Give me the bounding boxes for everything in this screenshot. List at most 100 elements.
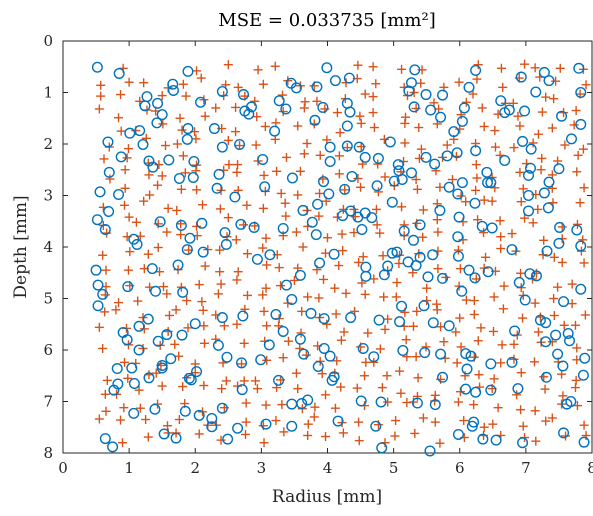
plus-marker — [353, 174, 363, 184]
circle-marker — [229, 191, 241, 203]
circle-marker — [378, 269, 390, 281]
plus-marker — [96, 80, 106, 90]
circle-marker — [460, 383, 472, 395]
x-tick-label: 0 — [58, 459, 68, 477]
plus-marker — [363, 328, 373, 338]
plus-marker — [139, 78, 149, 88]
circle-marker — [451, 147, 463, 159]
circle-marker — [575, 283, 587, 295]
plus-marker — [391, 416, 401, 426]
plus-marker — [293, 190, 303, 200]
circle-marker — [523, 169, 535, 181]
plus-marker — [259, 170, 269, 180]
plus-marker — [414, 249, 424, 259]
circle-marker — [115, 151, 127, 163]
plus-marker — [94, 104, 104, 114]
plus-marker — [120, 165, 130, 175]
circle-marker — [460, 348, 472, 360]
x-tick-label: 4 — [323, 459, 333, 477]
circle-marker — [259, 181, 271, 193]
plus-marker — [170, 339, 180, 349]
plus-marker — [360, 371, 370, 381]
circle-marker — [173, 173, 185, 185]
circle-marker — [470, 64, 482, 76]
circle-marker — [448, 126, 460, 138]
circle-marker — [318, 342, 330, 354]
plus-marker — [453, 245, 463, 255]
plus-marker — [172, 139, 182, 149]
plus-marker — [535, 312, 545, 322]
circle-marker — [216, 85, 228, 97]
circle-marker — [134, 125, 146, 137]
circle-marker — [208, 123, 220, 135]
plus-marker — [162, 289, 172, 299]
plus-marker — [520, 213, 530, 223]
plus-marker — [477, 103, 487, 113]
plus-marker — [456, 191, 466, 201]
plus-marker — [567, 279, 577, 289]
plus-marker — [213, 289, 223, 299]
plus-marker — [460, 371, 470, 381]
x-axis: 0 1 2 3 4 5 6 7 8 — [58, 41, 593, 477]
plus-marker — [520, 59, 530, 69]
circle-marker — [437, 272, 449, 284]
circle-marker — [236, 357, 248, 369]
plus-marker — [271, 416, 281, 426]
plus-marker — [157, 381, 167, 391]
plus-marker — [176, 184, 186, 194]
plus-marker — [153, 243, 163, 253]
circle-marker — [193, 409, 205, 421]
plus-marker — [518, 313, 528, 323]
plus-marker — [561, 431, 571, 441]
plus-marker — [154, 160, 164, 170]
plus-marker — [258, 79, 268, 89]
circle-marker — [424, 445, 436, 457]
circle-marker — [103, 205, 115, 217]
plus-marker — [455, 313, 465, 323]
circle-marker — [314, 257, 326, 269]
plus-marker — [164, 310, 174, 320]
plus-marker — [336, 382, 346, 392]
circle-marker — [341, 140, 353, 152]
circle-marker — [420, 151, 432, 163]
plus-marker — [309, 412, 319, 422]
circle-marker — [435, 348, 447, 360]
plus-marker — [321, 248, 331, 258]
plus-marker — [469, 400, 479, 410]
circle-marker — [189, 318, 201, 330]
plus-marker — [516, 368, 526, 378]
plus-marker — [303, 292, 313, 302]
plus-marker — [145, 190, 155, 200]
plus-marker — [498, 304, 508, 314]
plus-marker — [573, 150, 583, 160]
circle-marker — [324, 141, 336, 153]
plus-marker — [496, 358, 506, 368]
plus-marker — [355, 111, 365, 121]
plus-marker — [369, 274, 379, 284]
plus-marker — [125, 247, 135, 257]
circle-marker — [499, 107, 511, 119]
plus-marker — [469, 309, 479, 319]
plus-marker — [392, 278, 402, 288]
circle-marker — [277, 222, 289, 234]
plus-marker — [412, 391, 422, 401]
circle-marker — [372, 152, 384, 164]
circle-marker — [392, 159, 404, 171]
plus-marker — [191, 134, 201, 144]
circle-marker — [397, 345, 409, 357]
plus-marker — [119, 403, 129, 413]
plus-marker — [579, 183, 589, 193]
circle-marker — [407, 234, 419, 246]
circle-marker — [512, 383, 524, 395]
circle-marker — [477, 433, 489, 445]
plus-marker — [196, 73, 206, 83]
circle-marker — [552, 348, 564, 360]
plus-marker — [297, 306, 307, 316]
circle-marker — [281, 279, 293, 291]
circle-marker — [429, 399, 441, 411]
circle-marker — [177, 286, 189, 298]
circle-marker — [220, 238, 232, 250]
plus-marker — [335, 128, 345, 138]
y-axis-label: Depth [mm] — [11, 195, 31, 298]
circle-marker — [540, 336, 552, 348]
